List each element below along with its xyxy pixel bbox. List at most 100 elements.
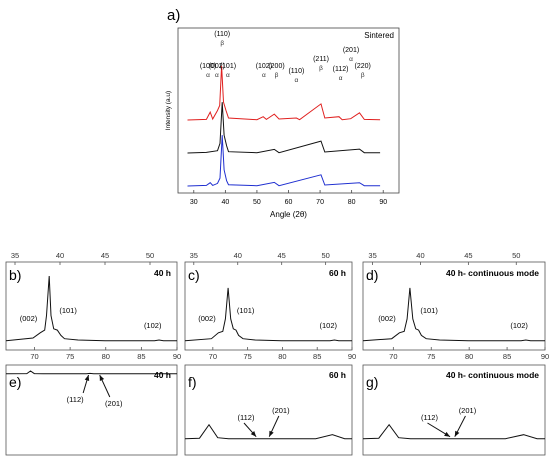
peak-label: (112) bbox=[238, 413, 255, 422]
phase-symbol: α bbox=[349, 56, 353, 63]
panel-d-frame bbox=[362, 261, 546, 351]
phase-symbol: α bbox=[339, 75, 343, 82]
peak-label: (201) bbox=[105, 399, 123, 408]
peak-label: (102) bbox=[256, 63, 272, 70]
arrow-head bbox=[84, 375, 90, 381]
phase-symbol: α bbox=[262, 72, 266, 79]
xrd-series-2 bbox=[187, 102, 381, 154]
panel-g-frame bbox=[362, 364, 546, 456]
peak-label: (200) bbox=[268, 63, 284, 70]
phase-symbol: β bbox=[361, 72, 365, 79]
panel-a-frame bbox=[177, 27, 400, 194]
top-tick-label: 40 bbox=[56, 251, 64, 260]
peak-label: (101) bbox=[59, 306, 77, 315]
xrd-curve-g bbox=[362, 423, 545, 440]
condition-label: 60 h bbox=[329, 268, 346, 278]
xrd-curve-c bbox=[184, 287, 352, 342]
panel-label-c: c) bbox=[188, 267, 200, 283]
panel-label-d: d) bbox=[366, 267, 378, 283]
panel-label-b: b) bbox=[9, 267, 21, 283]
arrow-head bbox=[444, 431, 451, 437]
xrd-series-1 bbox=[187, 65, 381, 121]
peak-label: (102) bbox=[510, 321, 528, 330]
bottom-tick-label: 80 bbox=[465, 352, 473, 361]
peak-label: (110) bbox=[214, 31, 230, 38]
peak-label: (112) bbox=[333, 66, 349, 73]
x-tick-label: 40 bbox=[221, 199, 229, 206]
phase-symbol: β bbox=[319, 65, 323, 72]
peak-label: (211) bbox=[313, 56, 329, 63]
y-axis-label: Intensity (a.u) bbox=[165, 91, 172, 130]
bottom-tick-label: 85 bbox=[137, 352, 145, 361]
bottom-tick-label: 70 bbox=[30, 352, 38, 361]
peak-label: (201) bbox=[272, 406, 290, 415]
peak-label: (112) bbox=[421, 413, 438, 422]
peak-label: (002) bbox=[198, 314, 216, 323]
bottom-tick-label: 70 bbox=[389, 352, 397, 361]
top-tick-label: 35 bbox=[11, 251, 19, 260]
peak-label: (002) bbox=[20, 314, 38, 323]
xrd-curve-d bbox=[362, 287, 545, 342]
peak-label: (002) bbox=[378, 314, 396, 323]
x-tick-label: 30 bbox=[190, 199, 198, 206]
phase-symbol: α bbox=[295, 77, 299, 84]
x-tick-label: 70 bbox=[316, 199, 324, 206]
panel-label-e: e) bbox=[9, 374, 21, 390]
top-tick-label: 35 bbox=[368, 251, 376, 260]
arrow-head bbox=[454, 430, 460, 437]
x-tick-label: 90 bbox=[379, 199, 387, 206]
peak-label: (101) bbox=[220, 63, 236, 70]
peak-label: (002) bbox=[209, 63, 225, 70]
sintered-annotation: Sintered bbox=[364, 31, 394, 40]
phase-symbol: α bbox=[226, 72, 230, 79]
peak-label: (100) bbox=[200, 63, 216, 70]
condition-label: 40 h- continuous mode bbox=[446, 268, 539, 278]
peak-label: (110) bbox=[288, 68, 304, 75]
x-tick-label: 60 bbox=[285, 199, 293, 206]
top-tick-label: 45 bbox=[101, 251, 109, 260]
top-tick-label: 50 bbox=[321, 251, 329, 260]
bottom-tick-label: 75 bbox=[66, 352, 74, 361]
arrow-head bbox=[99, 375, 105, 381]
x-axis-label: Angle (2θ) bbox=[270, 210, 307, 219]
xrd-curve-e bbox=[5, 370, 177, 375]
arrow-head bbox=[250, 431, 257, 437]
x-tick-label: 50 bbox=[253, 199, 261, 206]
panel-e-frame bbox=[5, 364, 178, 456]
bottom-tick-label: 85 bbox=[503, 352, 511, 361]
top-tick-label: 50 bbox=[512, 251, 520, 260]
xrd-curve-b bbox=[5, 275, 177, 342]
bottom-tick-label: 90 bbox=[348, 352, 356, 361]
panel-label-a: a) bbox=[167, 7, 180, 24]
top-tick-label: 35 bbox=[190, 251, 198, 260]
bottom-tick-label: 80 bbox=[102, 352, 110, 361]
panel-label-f: f) bbox=[188, 374, 197, 390]
condition-label: 40 h- continuous mode bbox=[446, 370, 539, 380]
peak-label: (102) bbox=[320, 321, 338, 330]
bottom-tick-label: 75 bbox=[243, 352, 251, 361]
phase-symbol: β bbox=[220, 40, 224, 47]
arrow-head bbox=[269, 430, 274, 437]
top-tick-label: 45 bbox=[278, 251, 286, 260]
x-tick-label: 80 bbox=[348, 199, 356, 206]
peak-label: (101) bbox=[237, 306, 255, 315]
phase-symbol: β bbox=[275, 72, 279, 79]
top-tick-label: 50 bbox=[146, 251, 154, 260]
top-tick-label: 40 bbox=[416, 251, 424, 260]
bottom-tick-label: 85 bbox=[313, 352, 321, 361]
bottom-tick-label: 90 bbox=[173, 352, 181, 361]
panel-b-frame bbox=[5, 261, 178, 351]
top-tick-label: 40 bbox=[234, 251, 242, 260]
panel-f-frame bbox=[184, 364, 353, 456]
peak-label: (220) bbox=[355, 63, 371, 70]
phase-symbol: α bbox=[215, 72, 219, 79]
condition-label: 40 h bbox=[154, 268, 171, 278]
panel-c-frame bbox=[184, 261, 353, 351]
bottom-tick-label: 75 bbox=[427, 352, 435, 361]
condition-label: 40 h bbox=[154, 370, 171, 380]
xrd-curve-f bbox=[184, 423, 352, 440]
top-tick-label: 45 bbox=[464, 251, 472, 260]
bottom-tick-label: 90 bbox=[541, 352, 549, 361]
bottom-tick-label: 70 bbox=[209, 352, 217, 361]
